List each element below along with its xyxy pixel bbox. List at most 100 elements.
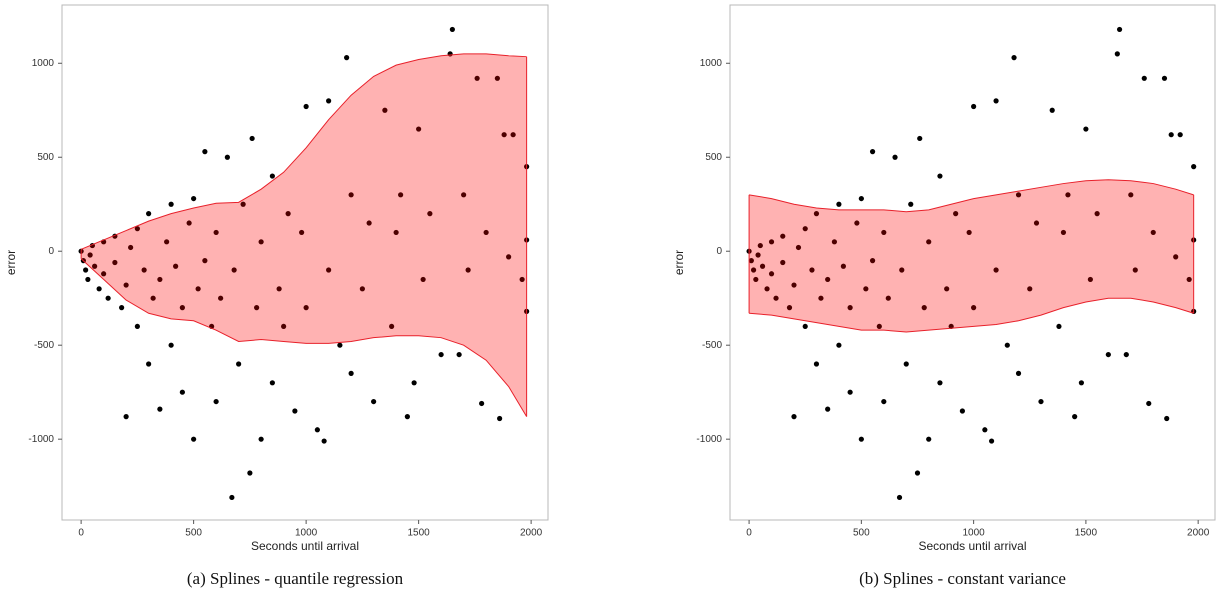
point [254,305,260,311]
point [988,438,995,444]
point [840,263,846,269]
point [1015,370,1022,376]
point [863,286,869,292]
y-tick-label: 500 [37,152,54,163]
point [802,226,808,232]
point [348,192,354,198]
point [881,398,887,405]
point [141,267,147,273]
point [791,282,797,288]
point [825,406,831,412]
point [359,286,365,292]
x-tick-label: 1000 [962,528,985,539]
point [971,103,977,110]
point [146,211,152,217]
point [966,229,972,236]
y-tick-label: -500 [702,340,722,351]
point [755,252,761,258]
point [420,276,426,283]
y-tick-label: 0 [716,246,722,257]
point [921,305,927,311]
x-tick-label: 0 [78,528,84,539]
point [146,361,152,367]
y-tick-label: 500 [705,152,722,163]
point [780,259,786,266]
point [202,258,208,264]
point [971,305,977,311]
point [1150,229,1156,236]
point [1146,400,1152,407]
point [427,211,433,217]
point [1132,267,1138,273]
point [896,494,903,501]
point [937,173,943,179]
point [854,220,860,226]
point [813,361,820,367]
point [101,271,107,277]
x-tick-label: 500 [185,528,202,539]
point [92,263,98,269]
point [1123,351,1129,358]
point [123,414,129,420]
x-tick-label: 1000 [295,528,318,539]
point [240,201,246,207]
point [773,295,779,301]
point [791,414,797,420]
x-tick-label: 1500 [1075,528,1098,539]
point [1065,192,1071,198]
point [1128,192,1134,198]
x-tick-label: 2000 [1187,528,1210,539]
y-tick-label: 1000 [700,58,723,69]
point [892,154,898,160]
band-upper-line [749,179,1194,213]
point [497,415,503,422]
point [213,229,219,236]
point [449,26,455,33]
point [494,75,500,81]
point [269,380,275,386]
point [229,494,235,501]
point [1191,164,1197,170]
point [768,239,775,245]
point [112,259,118,266]
point [404,414,410,420]
point [1173,254,1179,260]
point [506,254,512,260]
point [858,195,864,202]
point [438,351,444,358]
point [465,267,471,273]
point [1004,342,1010,348]
point [479,400,485,407]
y-axis-title: error [672,250,686,275]
point [179,305,185,311]
point [510,132,516,138]
point [753,276,759,283]
point [795,244,802,251]
point [195,286,201,292]
plot-frame [729,4,1216,521]
point [168,201,174,207]
point [953,211,959,217]
point [231,267,237,273]
point [858,436,864,442]
band-area [749,179,1194,333]
x-axis-title: Seconds until arrival [918,539,1026,553]
point [993,98,999,104]
point [1087,276,1093,283]
point [461,192,467,198]
point [337,342,343,348]
point [218,295,224,301]
y-tick-label: 1000 [32,58,55,69]
point [885,295,891,301]
point [191,436,197,442]
point [876,323,882,330]
point [825,276,831,283]
x-tick-label: 500 [853,528,870,539]
point [759,263,766,269]
point [281,323,287,330]
point [786,305,793,311]
point [456,351,462,358]
point [236,361,242,367]
point [258,436,264,442]
